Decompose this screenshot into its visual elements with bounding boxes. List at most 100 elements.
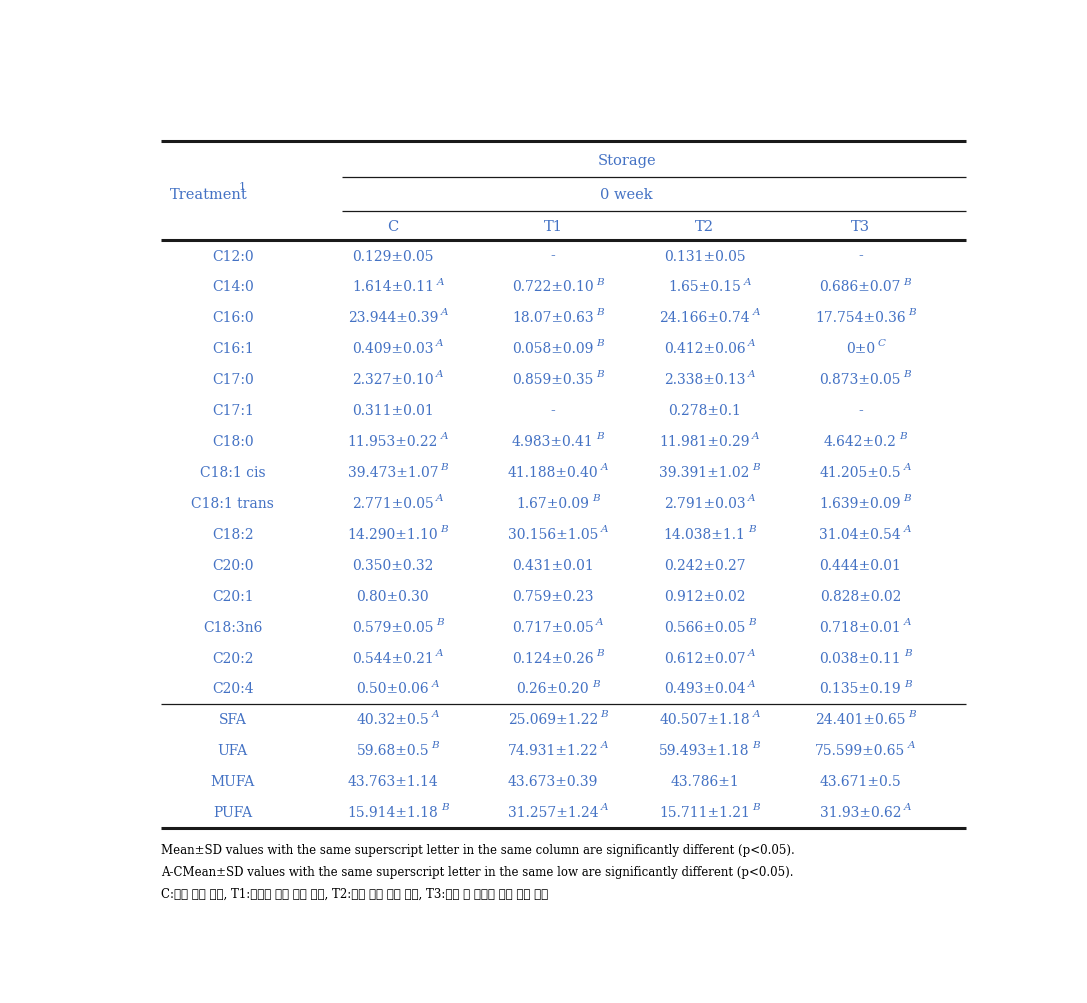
- Text: C18:3n6: C18:3n6: [203, 620, 262, 634]
- Text: T2: T2: [695, 220, 714, 234]
- Text: C20:4: C20:4: [212, 682, 253, 696]
- Text: T1: T1: [544, 220, 562, 234]
- Text: 0.80±0.30: 0.80±0.30: [357, 589, 429, 603]
- Text: B: B: [908, 710, 915, 719]
- Text: 0.058±0.09: 0.058±0.09: [512, 342, 594, 356]
- Text: PUFA: PUFA: [213, 805, 252, 819]
- Text: 0.873±0.05: 0.873±0.05: [820, 373, 901, 387]
- Text: C18:0: C18:0: [212, 434, 253, 448]
- Text: B: B: [436, 617, 443, 626]
- Text: A-CMean±SD values with the same superscript letter in the same low are significa: A-CMean±SD values with the same superscr…: [161, 865, 794, 878]
- Text: 59.493±1.18: 59.493±1.18: [659, 743, 750, 757]
- Text: 39.391±1.02: 39.391±1.02: [660, 465, 750, 479]
- Text: 11.981±0.29: 11.981±0.29: [659, 434, 750, 448]
- Text: 40.507±1.18: 40.507±1.18: [659, 713, 750, 726]
- Text: C20:0: C20:0: [212, 559, 253, 572]
- Text: A: A: [752, 431, 760, 440]
- Text: 25.069±1.22: 25.069±1.22: [508, 713, 598, 726]
- Text: C18:1 cis: C18:1 cis: [200, 465, 265, 479]
- Text: B: B: [596, 370, 603, 379]
- Text: Mean±SD values with the same superscript letter in the same column are significa: Mean±SD values with the same superscript…: [161, 844, 795, 857]
- Text: 40.32±0.5: 40.32±0.5: [357, 713, 429, 726]
- Text: 0.859±0.35: 0.859±0.35: [512, 373, 594, 387]
- Text: 0.718±0.01: 0.718±0.01: [820, 620, 901, 634]
- Text: 0.278±0.1: 0.278±0.1: [669, 404, 741, 417]
- Text: A: A: [432, 710, 439, 719]
- Text: B: B: [752, 462, 760, 471]
- Text: 30.156±1.05: 30.156±1.05: [508, 528, 598, 542]
- Text: C18:2: C18:2: [212, 528, 253, 542]
- Text: B: B: [440, 802, 448, 811]
- Text: 0.412±0.06: 0.412±0.06: [664, 342, 746, 356]
- Text: 0.759±0.23: 0.759±0.23: [512, 589, 594, 603]
- Text: 4.983±0.41: 4.983±0.41: [512, 434, 594, 448]
- Text: 0.124±0.26: 0.124±0.26: [512, 651, 594, 665]
- Text: A: A: [748, 339, 755, 348]
- Text: 0.350±0.32: 0.350±0.32: [352, 559, 434, 572]
- Text: C:일반 돈육 패티, T1:미강유 대체 돈육 패티, T2:소목 대체 돈육 패티, T3:소목 및 미강유 대체 돈육 패티: C:일반 돈육 패티, T1:미강유 대체 돈육 패티, T2:소목 대체 돈육…: [161, 887, 548, 900]
- Text: B: B: [748, 525, 755, 534]
- Text: A: A: [436, 277, 443, 286]
- Text: 1.614±0.11: 1.614±0.11: [352, 280, 434, 294]
- Text: A: A: [597, 617, 603, 626]
- Text: 31.257±1.24: 31.257±1.24: [508, 805, 598, 819]
- Text: 0.912±0.02: 0.912±0.02: [664, 589, 746, 603]
- Text: A: A: [748, 648, 755, 657]
- Text: A: A: [903, 462, 911, 471]
- Text: A: A: [752, 710, 760, 719]
- Text: 18.07±0.63: 18.07±0.63: [512, 311, 594, 325]
- Text: 2.771±0.05: 2.771±0.05: [352, 496, 434, 511]
- Text: B: B: [899, 431, 907, 440]
- Text: C16:1: C16:1: [212, 342, 253, 356]
- Text: C20:2: C20:2: [212, 651, 253, 665]
- Text: 43.673±0.39: 43.673±0.39: [508, 774, 598, 788]
- Text: C: C: [387, 220, 399, 234]
- Text: B: B: [596, 277, 604, 286]
- Text: 15.711±1.21: 15.711±1.21: [659, 805, 750, 819]
- Text: UFA: UFA: [217, 743, 248, 757]
- Text: -: -: [858, 250, 863, 263]
- Text: 0.717±0.05: 0.717±0.05: [512, 620, 594, 634]
- Text: B: B: [903, 648, 911, 657]
- Text: A: A: [903, 802, 911, 811]
- Text: C17:1: C17:1: [212, 404, 253, 417]
- Text: A: A: [436, 648, 443, 657]
- Text: A: A: [748, 493, 755, 503]
- Text: A: A: [436, 339, 443, 348]
- Text: 2.338±0.13: 2.338±0.13: [664, 373, 746, 387]
- Text: 74.931±1.22: 74.931±1.22: [508, 743, 598, 757]
- Text: 11.953±0.22: 11.953±0.22: [348, 434, 438, 448]
- Text: A: A: [908, 740, 915, 749]
- Text: Storage: Storage: [597, 153, 655, 168]
- Text: 75.599±0.65: 75.599±0.65: [815, 743, 905, 757]
- Text: 1: 1: [239, 183, 246, 193]
- Text: C12:0: C12:0: [212, 250, 253, 263]
- Text: 0.242±0.27: 0.242±0.27: [664, 559, 746, 572]
- Text: B: B: [440, 525, 448, 534]
- Text: 43.786±1: 43.786±1: [671, 774, 739, 788]
- Text: B: B: [596, 648, 604, 657]
- Text: A: A: [752, 308, 760, 317]
- Text: A: A: [903, 525, 911, 534]
- Text: 0.311±0.01: 0.311±0.01: [352, 404, 434, 417]
- Text: 14.290±1.10: 14.290±1.10: [348, 528, 438, 542]
- Text: 4.642±0.2: 4.642±0.2: [824, 434, 897, 448]
- Text: B: B: [600, 710, 608, 719]
- Text: 0.131±0.05: 0.131±0.05: [664, 250, 746, 263]
- Text: SFA: SFA: [218, 713, 247, 726]
- Text: 0±0: 0±0: [846, 342, 875, 356]
- Text: B: B: [909, 308, 916, 317]
- Text: 0.544±0.21: 0.544±0.21: [352, 651, 434, 665]
- Text: C20:1: C20:1: [212, 589, 253, 603]
- Text: A: A: [601, 802, 609, 811]
- Text: 0.686±0.07: 0.686±0.07: [820, 280, 901, 294]
- Text: 0.828±0.02: 0.828±0.02: [820, 589, 901, 603]
- Text: -: -: [550, 250, 555, 263]
- Text: 43.763±1.14: 43.763±1.14: [348, 774, 438, 788]
- Text: 0.612±0.07: 0.612±0.07: [664, 651, 746, 665]
- Text: A: A: [744, 277, 751, 286]
- Text: B: B: [596, 339, 603, 348]
- Text: A: A: [601, 525, 608, 534]
- Text: C: C: [877, 339, 886, 348]
- Text: 41.188±0.40: 41.188±0.40: [508, 465, 598, 479]
